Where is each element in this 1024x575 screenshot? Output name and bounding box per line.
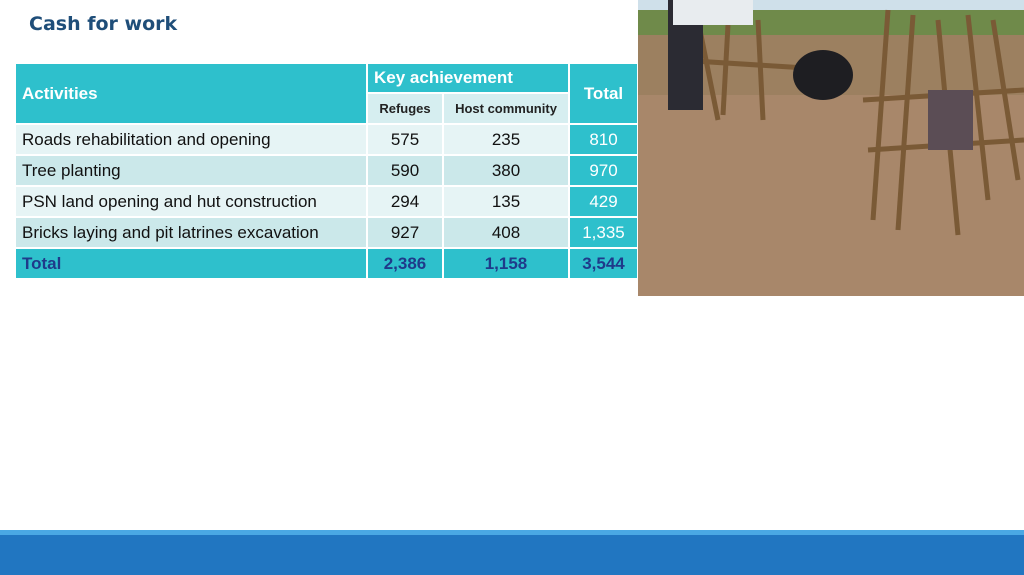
cell: 927 — [368, 218, 442, 247]
table-row: Bricks laying and pit latrines excavatio… — [16, 218, 637, 247]
col-header: Total — [570, 64, 637, 123]
cell: 380 — [444, 156, 568, 185]
col-header: Host community — [444, 94, 568, 123]
cell: 810 — [570, 125, 637, 154]
cell: 294 — [368, 187, 442, 216]
cell: 590 — [368, 156, 442, 185]
table: Activities Key achievement Total Refuges… — [14, 62, 639, 280]
cell: 1,158 — [444, 249, 568, 278]
table-row: Tree planting 590 380 970 — [16, 156, 637, 185]
photo — [638, 0, 1024, 296]
table-row: PSN land opening and hut construction 294… — [16, 187, 637, 216]
table-row: Roads rehabilitation and opening 575 235 81… — [16, 125, 637, 154]
total-row: Total 2,386 1,158 3,544 — [16, 249, 637, 278]
cell: 2,386 — [368, 249, 442, 278]
col-header: Key achievement — [368, 64, 568, 92]
cell: PSN land opening and hut construction — [16, 187, 366, 216]
table-body: Roads rehabilitation and opening 575 235 81… — [16, 125, 637, 278]
title: Cash for work — [29, 13, 178, 35]
cell: Total — [16, 249, 366, 278]
cell: 3,544 — [570, 249, 637, 278]
col-header: Activities — [16, 64, 366, 123]
footer-band — [0, 530, 1024, 575]
cell: 135 — [444, 187, 568, 216]
cell: Roads rehabilitation and opening — [16, 125, 366, 154]
cell: 575 — [368, 125, 442, 154]
col-header: Refuges — [368, 94, 442, 123]
cell: 429 — [570, 187, 637, 216]
cell: Bricks laying and pit latrines excavatio… — [16, 218, 366, 247]
cell: 235 — [444, 125, 568, 154]
cell: Tree planting — [16, 156, 366, 185]
cell: 1,335 — [570, 218, 637, 247]
cell: 408 — [444, 218, 568, 247]
cell: 970 — [570, 156, 637, 185]
